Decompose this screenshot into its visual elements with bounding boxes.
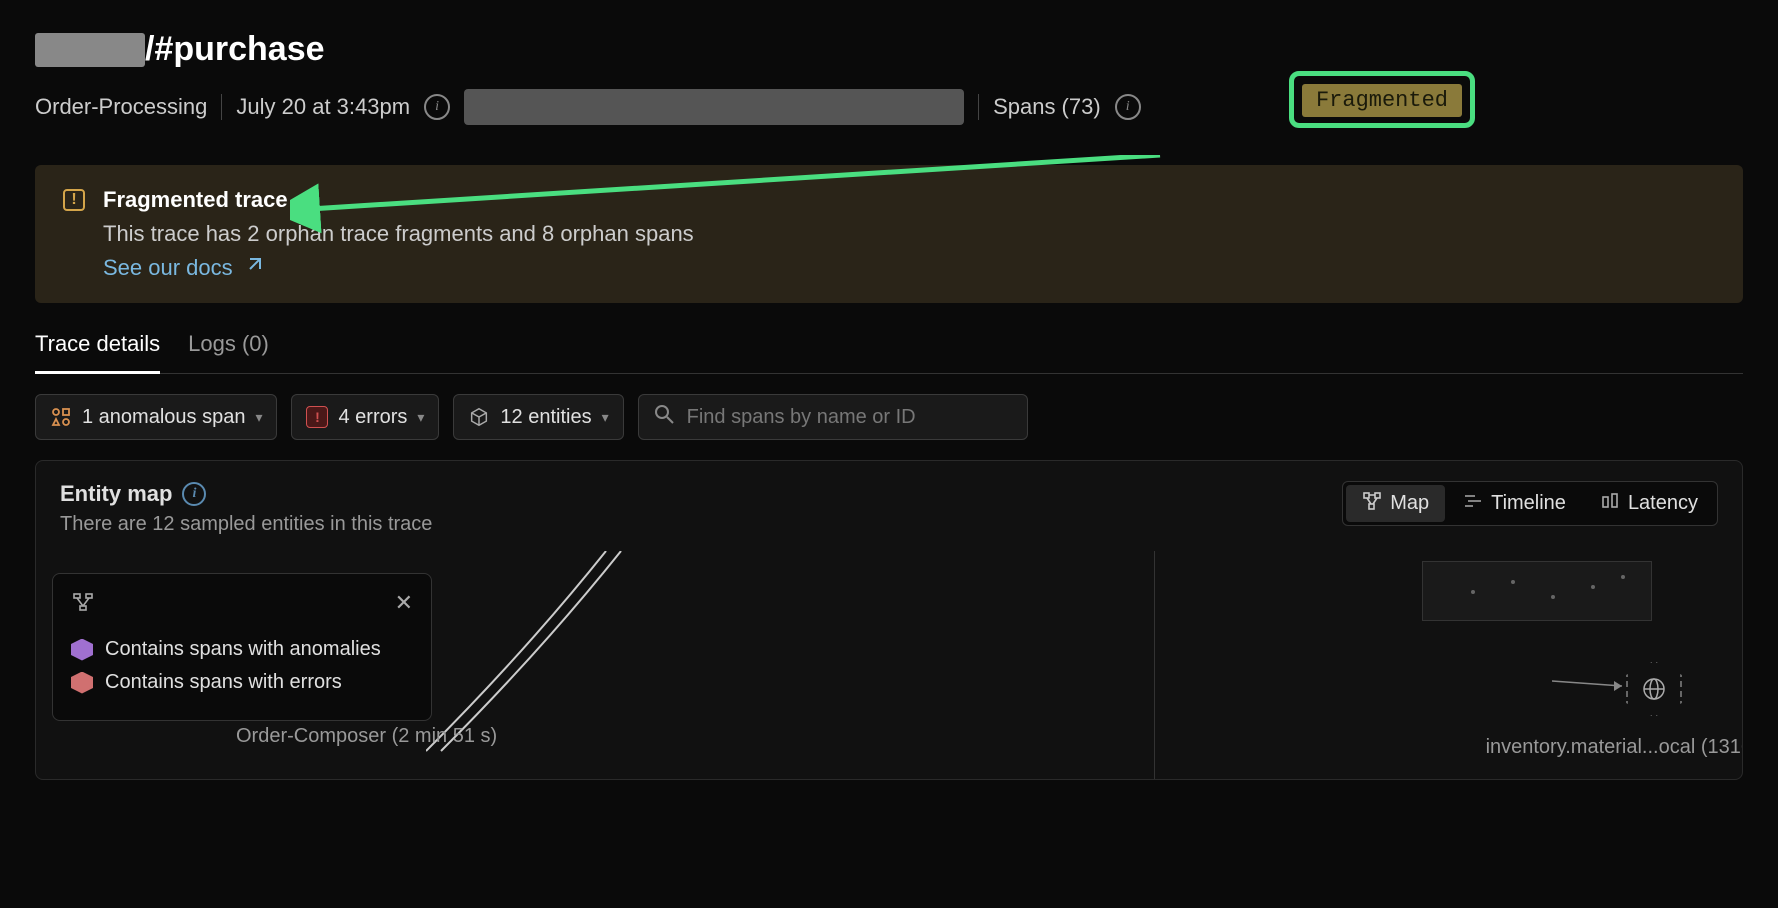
docs-link[interactable]: See our docs (103, 255, 694, 281)
chevron-down-icon: ▾ (602, 409, 609, 426)
info-icon[interactable]: i (1115, 94, 1141, 120)
banner-title: Fragmented trace (103, 187, 694, 213)
legend-label: Contains spans with errors (105, 671, 342, 694)
filter-label: 1 anomalous span (82, 406, 245, 429)
legend-popup: ✕ Contains spans with anomalies Contains… (52, 573, 432, 721)
error-icon: ! (306, 406, 328, 428)
filter-row: 1 anomalous span ▾ ! 4 errors ▾ 12 entit… (35, 394, 1743, 440)
view-label: Timeline (1491, 492, 1566, 515)
search-icon (653, 403, 675, 431)
legend-item-anomalies: Contains spans with anomalies (71, 638, 413, 661)
hex-icon-purple (71, 639, 93, 661)
filter-entities[interactable]: 12 entities ▾ (453, 394, 623, 440)
view-label: Map (1390, 492, 1429, 515)
entity-map-panel: Entity map i There are 12 sampled entiti… (35, 460, 1743, 780)
graph-edge (426, 551, 646, 780)
info-icon[interactable]: i (424, 94, 450, 120)
tabs: Trace details Logs (0) (35, 323, 1743, 374)
entity-icon (468, 406, 490, 428)
docs-link-label: See our docs (103, 255, 233, 281)
node-label-inventory: inventory.material...ocal (1316 (1486, 736, 1743, 759)
separator (221, 94, 222, 120)
minimap[interactable] (1422, 561, 1652, 621)
fragmented-trace-banner: ! Fragmented trace This trace has 2 orph… (35, 165, 1743, 303)
banner-description: This trace has 2 orphan trace fragments … (103, 221, 694, 247)
legend-label: Contains spans with anomalies (105, 638, 381, 661)
filter-label: 12 entities (500, 406, 591, 429)
latency-icon (1600, 491, 1620, 516)
hex-icon-red (71, 672, 93, 694)
view-label: Latency (1628, 492, 1698, 515)
graph-node-external[interactable] (1626, 661, 1682, 717)
timeline-icon (1463, 491, 1483, 516)
separator (978, 94, 979, 120)
node-label-order-composer: Order-Composer (2 min 51 s) (236, 725, 497, 748)
warning-icon: ! (63, 189, 85, 211)
info-icon[interactable]: i (182, 482, 206, 506)
title-redacted-segment (35, 33, 145, 67)
search-input[interactable] (687, 406, 1013, 429)
filter-anomalous-spans[interactable]: 1 anomalous span ▾ (35, 394, 277, 440)
anomaly-icon (50, 406, 72, 428)
panel-title: Entity map i (60, 481, 432, 507)
map-icon (1362, 491, 1382, 516)
spans-count: Spans (73) (993, 94, 1101, 120)
close-icon[interactable]: ✕ (395, 590, 413, 620)
search-box[interactable] (638, 394, 1028, 440)
graph-divider (1154, 551, 1155, 779)
meta-row: Order-Processing July 20 at 3:43pm i Spa… (35, 89, 1743, 125)
page-title: /#purchase (145, 30, 325, 69)
view-map-button[interactable]: Map (1346, 485, 1445, 522)
external-link-icon (243, 256, 263, 281)
page-title-row: /#purchase (35, 30, 1743, 69)
view-latency-button[interactable]: Latency (1584, 485, 1714, 522)
view-timeline-button[interactable]: Timeline (1447, 485, 1582, 522)
legend-item-errors: Contains spans with errors (71, 671, 413, 694)
chevron-down-icon: ▾ (417, 409, 424, 426)
filter-errors[interactable]: ! 4 errors ▾ (291, 394, 439, 440)
chevron-down-icon: ▾ (255, 409, 262, 426)
view-toggle: Map Timeline Latency (1342, 481, 1718, 526)
service-name: Order-Processing (35, 94, 207, 120)
filter-label: 4 errors (338, 406, 407, 429)
tab-logs[interactable]: Logs (0) (188, 323, 269, 373)
timestamp: July 20 at 3:43pm (236, 94, 410, 120)
tab-trace-details[interactable]: Trace details (35, 323, 160, 374)
annotation-highlight: Fragmented (1289, 71, 1475, 128)
trace-id-redacted (464, 89, 964, 125)
fragmented-badge: Fragmented (1302, 84, 1462, 117)
panel-subtitle: There are 12 sampled entities in this tr… (60, 513, 432, 536)
legend-icon (71, 590, 95, 620)
graph-edge (1552, 671, 1632, 691)
